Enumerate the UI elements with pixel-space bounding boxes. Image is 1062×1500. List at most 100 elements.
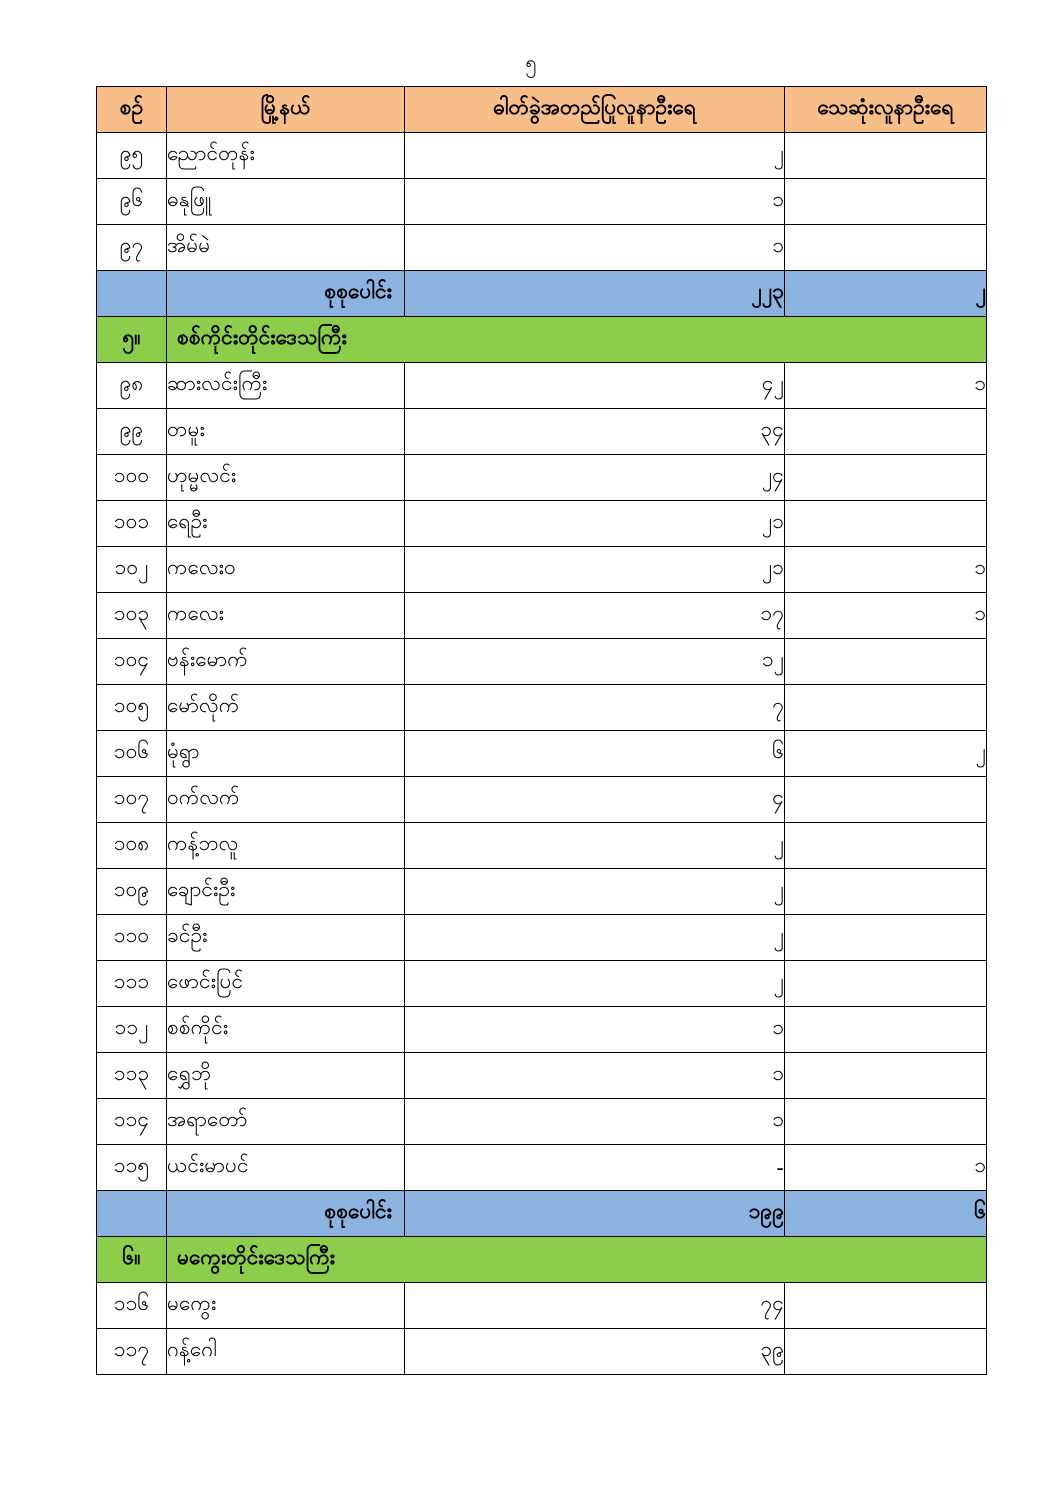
table-row: ၁၀၂ ကလေးဝ ၂၁၁ bbox=[96, 546, 987, 593]
death-count-cell bbox=[784, 776, 987, 823]
confirmed-count-cell: ၆ bbox=[404, 730, 785, 777]
table-row: ၁၀၅ မော်လိုက်၇ bbox=[96, 684, 987, 731]
death-count-cell bbox=[784, 1006, 987, 1053]
confirmed-count-cell: ၁ bbox=[404, 1098, 785, 1145]
row-number-cell: ၁၀၂ bbox=[96, 546, 167, 593]
table-row: ၁၀၆ မုံရွာ၆၂ bbox=[96, 730, 987, 777]
death-count-cell: ၁ bbox=[784, 546, 987, 593]
table-row: ၁၁၅ ယင်းမာပင် -၁ bbox=[96, 1144, 987, 1191]
death-count-cell bbox=[784, 868, 987, 915]
confirmed-count-cell: ၁ bbox=[404, 224, 785, 271]
covid-township-table: စဉ် မြို့နယ် ဓါတ်ခွဲအတည်ပြုလူနာဦးရေ သေဆု… bbox=[96, 86, 987, 1375]
row-number-cell: ၁၁၂ bbox=[96, 1006, 167, 1053]
death-count-cell bbox=[784, 1282, 987, 1329]
confirmed-count-cell: ၁ bbox=[404, 1052, 785, 1099]
row-number-cell: ၁၀၅ bbox=[96, 684, 167, 731]
header-cell-confirmed: ဓါတ်ခွဲအတည်ပြုလူနာဦးရေ bbox=[404, 86, 785, 133]
confirmed-count-cell: ၂၄ bbox=[404, 454, 785, 501]
table-row: ၉၅ ညောင်တုန်း၂ bbox=[96, 132, 987, 179]
row-number-cell: ၁၁၀ bbox=[96, 914, 167, 961]
death-count-cell bbox=[784, 178, 987, 225]
table-row: ၁၀၇ ဝက်လက်၄ bbox=[96, 776, 987, 823]
death-count-cell bbox=[784, 1328, 987, 1375]
table-row: ၁၁၇ ဂန့်ဂေါ ၃၉ bbox=[96, 1328, 987, 1375]
township-name-cell: မော်လိုက် bbox=[166, 684, 405, 731]
row-number-cell: ၁၁၅ bbox=[96, 1144, 167, 1191]
township-name-cell: ဖောင်းပြင် bbox=[166, 960, 405, 1007]
death-count-cell bbox=[784, 224, 987, 271]
row-number-cell: ၁၁၆ bbox=[96, 1282, 167, 1329]
subtotal-confirmed-cell: ၂၂၃ bbox=[404, 270, 785, 317]
row-number-cell: ၁၀၉ bbox=[96, 868, 167, 915]
township-name-cell: ဆားလင်းကြီး bbox=[166, 362, 405, 409]
table-row: ၁၁၆ မကွေး ၇၄ bbox=[96, 1282, 987, 1329]
township-name-cell: တမူး bbox=[166, 408, 405, 455]
subtotal-confirmed-cell: ၁၉၉ bbox=[404, 1190, 785, 1237]
confirmed-count-cell: ၂ bbox=[404, 868, 785, 915]
row-number-cell: ၁၁၇ bbox=[96, 1328, 167, 1375]
section-header-row: ၆။ မကွေးတိုင်းဒေသကြီး bbox=[96, 1236, 987, 1283]
confirmed-count-cell: ၇၄ bbox=[404, 1282, 785, 1329]
confirmed-count-cell: - bbox=[404, 1144, 785, 1191]
row-number-cell: ၁၀၀ bbox=[96, 454, 167, 501]
confirmed-count-cell: ၇ bbox=[404, 684, 785, 731]
table-row: ၁၁၁ ဖောင်းပြင်၂ bbox=[96, 960, 987, 1007]
death-count-cell bbox=[784, 1052, 987, 1099]
death-count-cell bbox=[784, 1098, 987, 1145]
row-number-cell: ၁၀၈ bbox=[96, 822, 167, 869]
section-number-cell: ၅။ bbox=[96, 316, 167, 363]
subtotal-no-cell bbox=[96, 1190, 167, 1237]
township-name-cell: ရွှေဘို bbox=[166, 1052, 405, 1099]
death-count-cell bbox=[784, 408, 987, 455]
death-count-cell bbox=[784, 638, 987, 685]
section-number-cell: ၆။ bbox=[96, 1236, 167, 1283]
row-number-cell: ၁၀၄ bbox=[96, 638, 167, 685]
confirmed-count-cell: ၄ bbox=[404, 776, 785, 823]
table-body: စဉ် မြို့နယ် ဓါတ်ခွဲအတည်ပြုလူနာဦးရေ သေဆု… bbox=[96, 86, 987, 1375]
table-row: ၁၀၉ ချောင်းဦး၂ bbox=[96, 868, 987, 915]
row-number-cell: ၉၅ bbox=[96, 132, 167, 179]
row-number-cell: ၁၀၁ bbox=[96, 500, 167, 547]
row-number-cell: ၉၆ bbox=[96, 178, 167, 225]
table-row: ၉၇ အိမ်မဲ၁ bbox=[96, 224, 987, 271]
township-name-cell: ဗန်းမောက် bbox=[166, 638, 405, 685]
table-row: ၉၆ ဓနုဖြူ၁ bbox=[96, 178, 987, 225]
death-count-cell: ၁ bbox=[784, 592, 987, 639]
table-row: ၁၀၈ ကန့်ဘလူ၂ bbox=[96, 822, 987, 869]
township-name-cell: ဟုမ္မလင်း bbox=[166, 454, 405, 501]
section-title-cell: စစ်ကိုင်းတိုင်းဒေသကြီး bbox=[166, 316, 987, 363]
row-number-cell: ၉၉ bbox=[96, 408, 167, 455]
township-name-cell: ချောင်းဦး bbox=[166, 868, 405, 915]
row-number-cell: ၁၀၃ bbox=[96, 592, 167, 639]
confirmed-count-cell: ၂ bbox=[404, 960, 785, 1007]
subtotal-row: စုစုပေါင်း ၁၉၉၆ bbox=[96, 1190, 987, 1237]
death-count-cell bbox=[784, 132, 987, 179]
table-row: ၁၁၀ ခင်ဦး၂ bbox=[96, 914, 987, 961]
section-title-cell: မကွေးတိုင်းဒေသကြီး bbox=[166, 1236, 987, 1283]
section-header-row: ၅။ စစ်ကိုင်းတိုင်းဒေသကြီး bbox=[96, 316, 987, 363]
header-cell-township: မြို့နယ် bbox=[166, 86, 405, 133]
table-row: ၁၀၁ ရေဦး ၂၁ bbox=[96, 500, 987, 547]
confirmed-count-cell: ၃၉ bbox=[404, 1328, 785, 1375]
row-number-cell: ၉၇ bbox=[96, 224, 167, 271]
township-name-cell: မကွေး bbox=[166, 1282, 405, 1329]
township-name-cell: ဓနုဖြူ bbox=[166, 178, 405, 225]
death-count-cell bbox=[784, 960, 987, 1007]
subtotal-label-cell: စုစုပေါင်း bbox=[166, 270, 405, 317]
subtotal-label-cell: စုစုပေါင်း bbox=[166, 1190, 405, 1237]
header-cell-no: စဉ် bbox=[96, 86, 167, 133]
confirmed-count-cell: ၂ bbox=[404, 914, 785, 961]
table-row: ၁၀၃ ကလေး ၁၇၁ bbox=[96, 592, 987, 639]
subtotal-row: စုစုပေါင်း ၂၂၃၂ bbox=[96, 270, 987, 317]
page-number: ၅ bbox=[525, 50, 537, 74]
header-cell-deaths: သေဆုံးလူနာဦးရေ bbox=[784, 86, 987, 133]
township-name-cell: ညောင်တုန်း bbox=[166, 132, 405, 179]
death-count-cell: ၂ bbox=[784, 730, 987, 777]
township-name-cell: ကလေး bbox=[166, 592, 405, 639]
subtotal-deaths-cell: ၂ bbox=[784, 270, 987, 317]
township-name-cell: ရေဦး bbox=[166, 500, 405, 547]
township-name-cell: ယင်းမာပင် bbox=[166, 1144, 405, 1191]
township-name-cell: ကလေးဝ bbox=[166, 546, 405, 593]
township-name-cell: ဝက်လက် bbox=[166, 776, 405, 823]
death-count-cell bbox=[784, 500, 987, 547]
